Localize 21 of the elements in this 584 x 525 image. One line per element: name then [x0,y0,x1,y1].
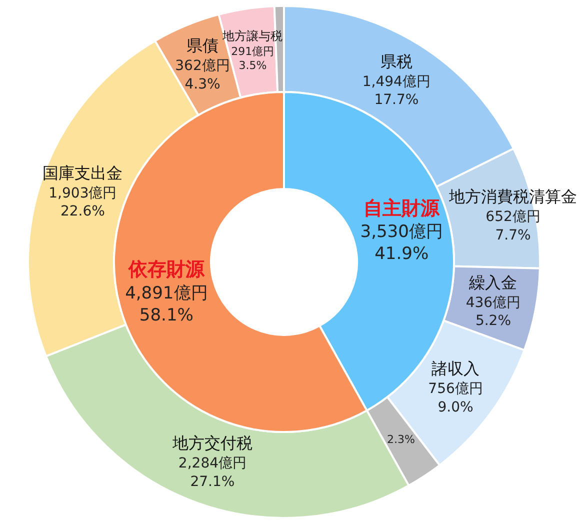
data-label: 2,284億円 27.1% [178,456,247,490]
data-label: 4,891億円 58.1% [125,283,208,326]
data-label: 2.3% [386,432,415,446]
data-label: 362億円 4.3% [175,58,230,92]
slice-label: 依存財源 [127,258,206,280]
data-label: 291億円 3.5% [231,44,274,72]
slice-label: 地方消費税清算金 [448,187,578,206]
slice-label: 国庫支出金 [42,163,123,182]
data-label: 1,494億円 17.7% [362,74,430,108]
data-label: 652億円 7.7% [486,209,540,244]
slice-label: 地方譲与税 [222,29,283,44]
slice-label: 繰入金 [468,272,518,292]
data-label: 3,530億円 41.9% [360,222,443,264]
data-label: 436億円 5.2% [466,294,521,330]
data-label: 1,903億円 22.6% [48,185,117,220]
slice-label: 地方交付税 [171,434,252,453]
slice-label: 自主財源 [364,197,441,220]
data-label: 756億円 9.0% [428,381,483,416]
slice-label: 県税 [380,52,412,72]
slice-label: 諸収入 [432,359,480,378]
slice-label: 県債 [186,36,218,56]
